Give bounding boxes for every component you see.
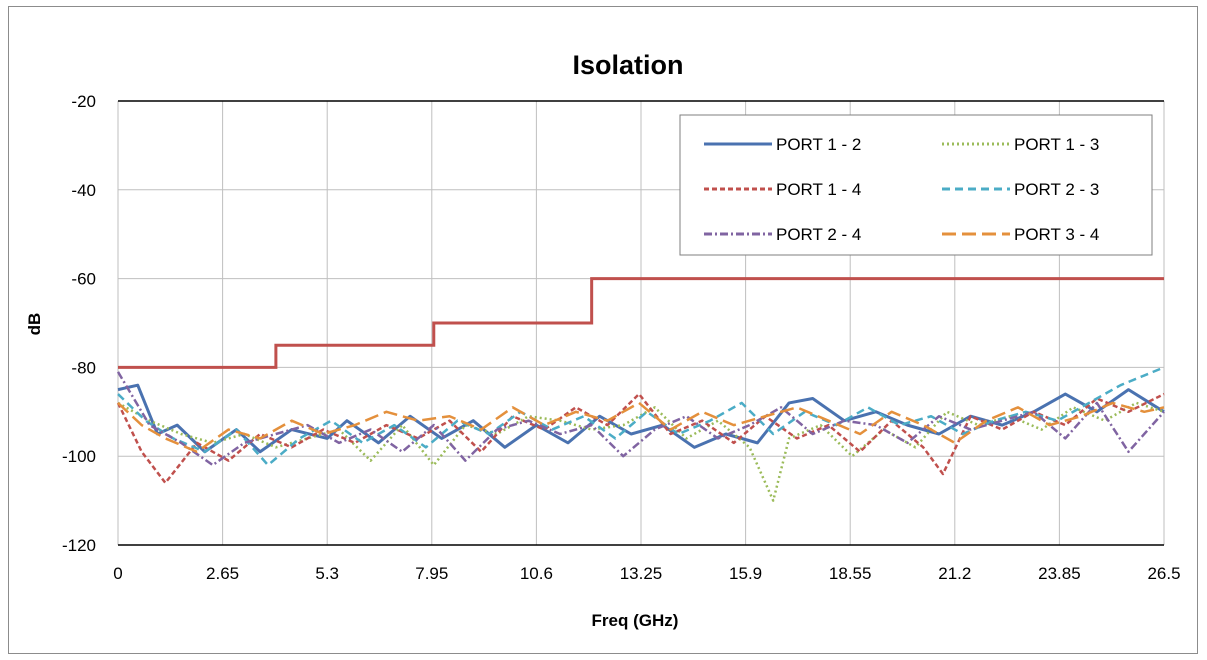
legend: PORT 1 - 2 PORT 1 - 3 PORT 1 - 4 PORT 2 - 3… <box>679 114 1153 256</box>
y-tick-label: -80 <box>71 358 96 377</box>
limit-line <box>118 277 1164 369</box>
plot-border <box>118 100 1164 546</box>
x-tick-label: 5.3 <box>315 564 339 583</box>
legend-box <box>679 114 1153 256</box>
legend-label-1: PORT 1 - 2 <box>776 135 861 154</box>
x-tick-label: 13.25 <box>620 564 663 583</box>
y-axis-title: dB <box>25 313 44 336</box>
series-line-6 <box>117 401 1165 454</box>
series-line-5 <box>116 371 1165 467</box>
y-tick-label: -60 <box>71 270 96 289</box>
series-line-2 <box>117 401 1165 502</box>
legend-label-3: PORT 1 - 4 <box>776 180 861 199</box>
x-tick-label: 23.85 <box>1038 564 1081 583</box>
x-tick-labels: 0 2.65 5.3 7.95 10.6 13.25 15.9 18.55 21.2 23.85 2… <box>113 564 1180 583</box>
chart-frame <box>8 6 1198 654</box>
legend-label-6: PORT 3 - 4 <box>1014 225 1099 244</box>
x-tick-label: 0 <box>113 564 122 583</box>
y-tick-label: -100 <box>62 447 96 466</box>
x-tick-label: 21.2 <box>938 564 971 583</box>
x-tick-label: 18.55 <box>829 564 872 583</box>
x-axis-title: Freq (GHz) <box>592 611 679 630</box>
legend-label-2: PORT 1 - 3 <box>1014 135 1099 154</box>
x-tick-label: 7.95 <box>415 564 448 583</box>
legend-label-4: PORT 2 - 3 <box>1014 180 1099 199</box>
y-tick-label: -40 <box>71 181 96 200</box>
series-line-3 <box>116 392 1165 485</box>
y-tick-labels: -20 -40 -60 -80 -100 -120 <box>62 92 96 555</box>
chart-title: Isolation <box>572 50 683 80</box>
x-tick-label: 26.5 <box>1147 564 1180 583</box>
x-tick-label: 15.9 <box>729 564 762 583</box>
y-tick-label: -120 <box>62 536 96 555</box>
series-layer <box>116 366 1165 502</box>
y-tick-label: -20 <box>71 92 96 111</box>
x-tick-label: 10.6 <box>520 564 553 583</box>
legend-label-5: PORT 2 - 4 <box>776 225 861 244</box>
x-tick-label: 2.65 <box>206 564 239 583</box>
limit-line-layer <box>118 277 1164 369</box>
